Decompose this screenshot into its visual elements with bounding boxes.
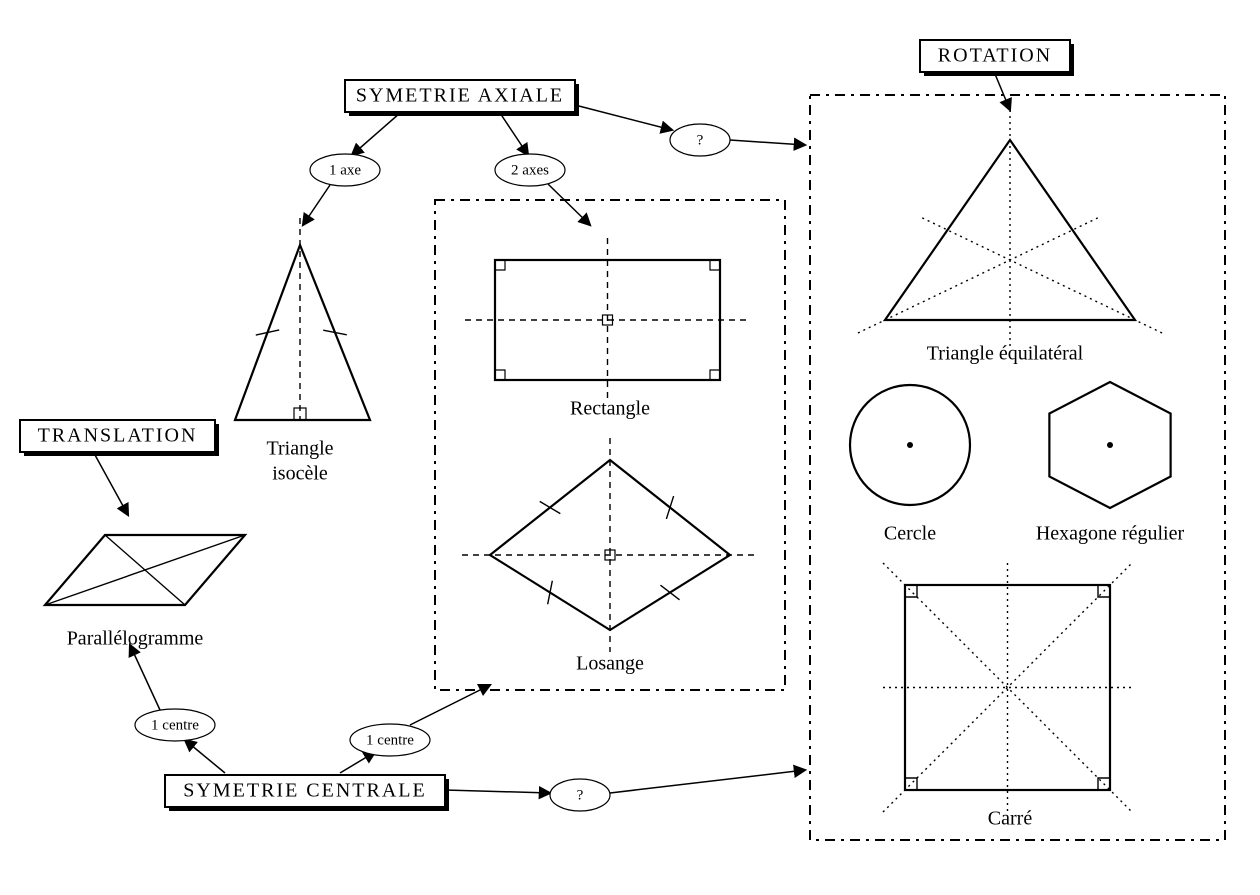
- cercle-center: [907, 442, 913, 448]
- group-box-right: [810, 95, 1225, 840]
- arrow-symcent-to-qbot: [445, 790, 550, 793]
- triangle-isocele: [235, 245, 370, 420]
- para-diag2: [105, 535, 185, 605]
- parallelogramme-label: Parallélogramme: [67, 628, 204, 650]
- equilat-axis-1: [858, 217, 1100, 333]
- triangle-isocele-label2: isocèle: [272, 463, 328, 485]
- right-angle-mark: [495, 370, 505, 380]
- arrow-q-to-rightbox: [730, 140, 805, 145]
- box-label-translation: TRANSLATION: [38, 425, 198, 447]
- arrow-1axe-to-triangle: [303, 185, 330, 225]
- arrow-translation-to-para: [95, 455, 128, 515]
- ellipse-label-q_top: ?: [697, 132, 704, 148]
- right-angle-mark: [495, 260, 505, 270]
- arrow-sym-axiale-to-2axes: [500, 113, 528, 155]
- arrow-2axes-to-box: [548, 184, 590, 225]
- equilat-axis-2: [920, 217, 1162, 333]
- carre-label: Carré: [988, 808, 1033, 830]
- tick: [666, 496, 673, 519]
- cercle-label: Cercle: [884, 523, 936, 545]
- ellipse-label-centre2: 1 centre: [366, 732, 414, 748]
- arrow-symcent-to-centre1: [185, 740, 225, 773]
- losange-label: Losange: [576, 653, 644, 675]
- arrow-sym-axiale-to-q: [575, 105, 672, 130]
- arrow-symcent-to-centre2: [340, 752, 375, 773]
- right-angle-mark: [905, 585, 917, 597]
- box-label-rotation: ROTATION: [938, 45, 1052, 67]
- right-angle-mark: [710, 260, 720, 270]
- arrow-centre1-to-para: [130, 645, 160, 710]
- right-angle-mark: [905, 778, 917, 790]
- hex-center: [1107, 442, 1113, 448]
- arrow-rotation-to-rightbox: [995, 74, 1010, 110]
- rectangle-label: Rectangle: [570, 398, 650, 420]
- right-angle-mark: [710, 370, 720, 380]
- triangle-isocele-label1: Triangle: [266, 438, 333, 460]
- ellipse-label-axe1: 1 axe: [329, 162, 361, 178]
- arrow-qbot-to-rightbox: [610, 770, 805, 793]
- hexagone-label: Hexagone régulier: [1036, 523, 1185, 545]
- ellipse-label-centre1: 1 centre: [151, 717, 199, 733]
- ellipse-label-axes2: 2 axes: [511, 162, 549, 178]
- box-label-symetrie_axiale: SYMETRIE AXIALE: [356, 85, 564, 107]
- box-label-symetrie_centrale: SYMETRIE CENTRALE: [183, 780, 426, 802]
- arrow-sym-axiale-to-1axe: [352, 113, 400, 155]
- triangle-equilateral-label: Triangle équilatéral: [927, 343, 1084, 365]
- ellipse-label-q_bot: ?: [577, 787, 584, 803]
